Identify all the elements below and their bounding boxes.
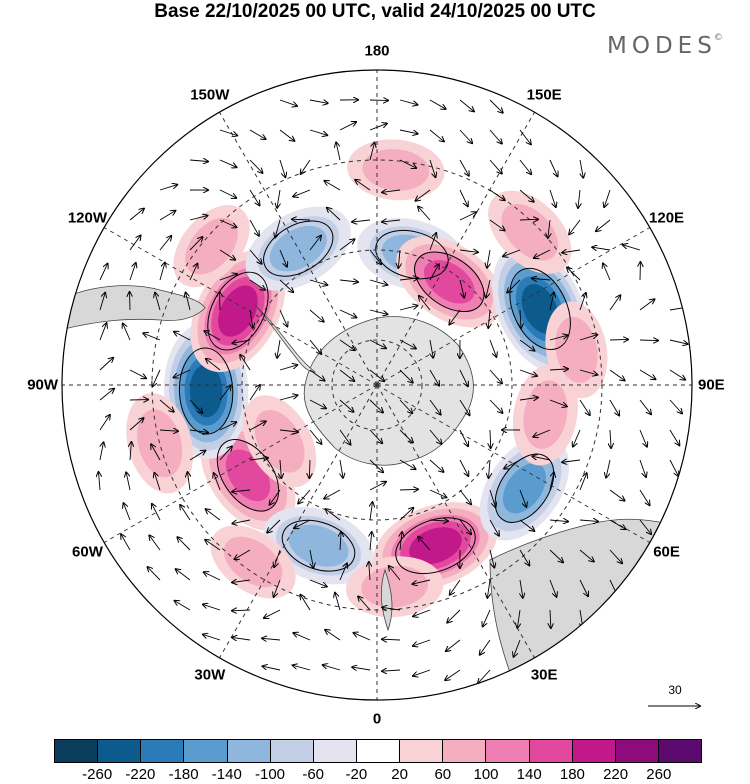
colorbar-tick-label: -100 <box>255 766 285 783</box>
colorbar-segment <box>184 740 227 762</box>
colorbar-tick-label: -260 <box>82 766 112 783</box>
longitude-label: 150E <box>527 87 562 104</box>
colorbar-tick-label: -180 <box>169 766 199 783</box>
colorbar-segment <box>98 740 141 762</box>
longitude-label: 150W <box>190 87 229 104</box>
colorbar-segment <box>55 740 98 762</box>
colorbar-segment <box>357 740 400 762</box>
colorbar-tick-label: -20 <box>346 766 368 783</box>
colorbar-tick-label: -220 <box>125 766 155 783</box>
longitude-label: 0 <box>373 711 381 728</box>
longitude-label: 120W <box>68 209 107 226</box>
colorbar-tick-label: 260 <box>646 766 671 783</box>
colorbar-tick-label: -60 <box>302 766 324 783</box>
colorbar-segment <box>141 740 184 762</box>
colorbar-segment <box>228 740 271 762</box>
longitude-label: 60W <box>72 544 103 561</box>
longitude-label: 120E <box>649 209 684 226</box>
colorbar-ticks: -260 -220 -180 -140 -100 -60 -20 20 60 100 140 180 2… <box>0 766 750 784</box>
colorbar-segment <box>443 740 486 762</box>
colorbar-segment <box>271 740 314 762</box>
longitude-label: 90W <box>27 377 58 394</box>
colorbar-tick-label: 180 <box>560 766 585 783</box>
colorbar-segment <box>573 740 616 762</box>
longitude-label: 30W <box>194 666 225 683</box>
colorbar-tick-label: 60 <box>434 766 451 783</box>
longitude-label: 180 <box>364 42 389 59</box>
colorbar-tick-label: -140 <box>212 766 242 783</box>
longitude-label: 30E <box>531 666 558 683</box>
colorbar-segment <box>659 740 701 762</box>
longitude-label: 90E <box>698 377 725 394</box>
colorbar-segment <box>530 740 573 762</box>
colorbar-tick-label: 100 <box>473 766 498 783</box>
colorbar-tick-label: 20 <box>391 766 408 783</box>
colorbar-tick-label: 220 <box>603 766 628 783</box>
wind-arrow <box>610 339 628 340</box>
colorbar-segment <box>616 740 659 762</box>
longitude-label: 60E <box>653 544 680 561</box>
colorbar-tick-label: 140 <box>517 766 542 783</box>
colorbar-segment <box>314 740 357 762</box>
colorbar <box>54 739 702 763</box>
wind-arrow <box>640 340 658 341</box>
colorbar-segment <box>486 740 529 762</box>
colorbar-segment <box>400 740 443 762</box>
reference-vector-label: 30 <box>668 683 681 697</box>
